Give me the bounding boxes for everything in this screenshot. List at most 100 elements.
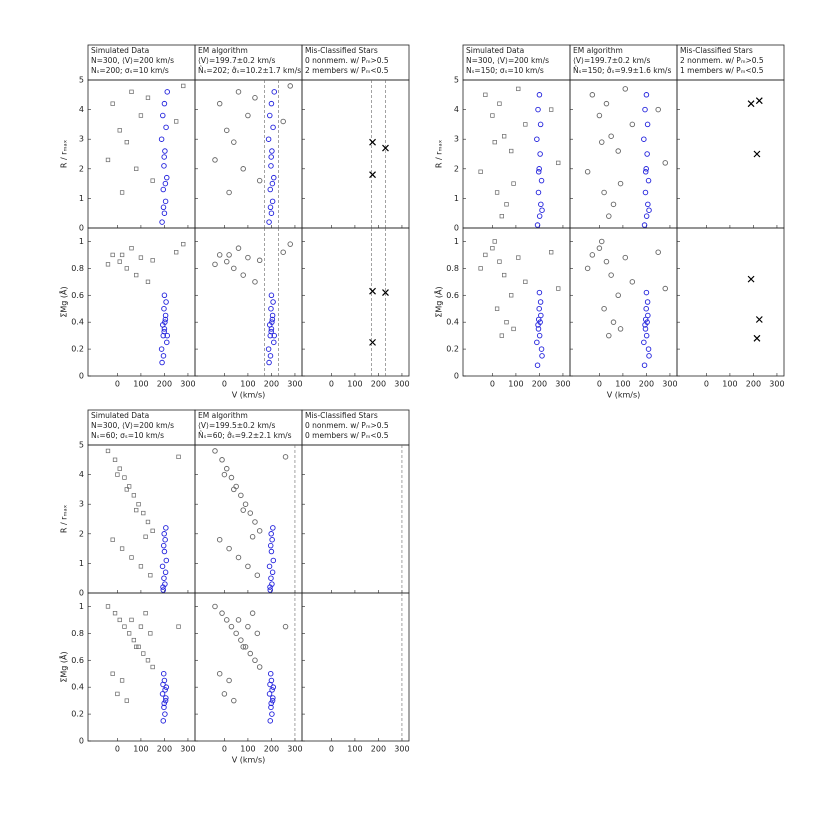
member-point bbox=[160, 322, 166, 328]
x-tick-label: 0 bbox=[115, 745, 120, 754]
nonmember-point bbox=[226, 189, 232, 196]
member-point bbox=[163, 684, 170, 690]
nonmember-point bbox=[242, 501, 249, 507]
nonmember-point bbox=[223, 127, 230, 134]
header-text: N=300, ⟨V⟩=200 km/s bbox=[91, 56, 174, 65]
member-point bbox=[159, 691, 166, 697]
member-point bbox=[160, 204, 167, 211]
nonmember-point bbox=[138, 255, 144, 260]
nonmember-point bbox=[254, 630, 261, 637]
y-axis-label: R / rₘₐₓ bbox=[435, 139, 444, 168]
member-point bbox=[266, 691, 273, 697]
nonmember-point bbox=[219, 457, 225, 463]
member-point bbox=[642, 189, 649, 196]
member-point bbox=[646, 207, 652, 213]
x-tick-label: 100 bbox=[240, 745, 255, 754]
header-text: Nₛ=200; σₛ=10 km/s bbox=[91, 66, 169, 75]
y-tick-label: 2 bbox=[79, 529, 84, 538]
member-point bbox=[536, 213, 543, 219]
nonmember-point bbox=[589, 252, 596, 258]
member-point bbox=[268, 328, 274, 335]
member-point bbox=[269, 180, 276, 187]
y-axis-label: R / rₘₐₓ bbox=[60, 504, 69, 533]
nonmember-point bbox=[148, 573, 153, 578]
nonmember-point bbox=[134, 507, 139, 513]
member-point bbox=[162, 198, 169, 205]
member-point bbox=[161, 700, 167, 707]
panel-frame bbox=[87, 79, 196, 229]
panel-frame bbox=[194, 227, 303, 377]
y-axis-label: ΣMg (Å) bbox=[433, 286, 444, 317]
nonmember-point bbox=[601, 189, 607, 196]
nonmember-point bbox=[502, 134, 507, 139]
member-point bbox=[270, 557, 277, 564]
nonmember-point bbox=[655, 106, 661, 113]
member-point bbox=[160, 670, 167, 677]
member-point bbox=[161, 163, 167, 169]
member-point bbox=[534, 339, 540, 346]
nonmember-point bbox=[662, 160, 668, 166]
header-text: Mis-Classified Stars bbox=[680, 46, 753, 55]
nonmember-point bbox=[490, 246, 495, 251]
nonmember-point bbox=[131, 493, 137, 498]
nonmember-point bbox=[490, 113, 495, 118]
panel-frame bbox=[301, 79, 410, 229]
nonmember-point bbox=[584, 169, 591, 175]
nonmember-point bbox=[252, 657, 258, 664]
nonmember-point bbox=[110, 101, 115, 106]
member-point bbox=[160, 112, 166, 119]
y-tick-label: 0 bbox=[454, 372, 459, 381]
member-point bbox=[160, 584, 166, 590]
y-tick-label: 5 bbox=[79, 76, 84, 85]
member-point bbox=[269, 198, 276, 205]
nonmember-point bbox=[117, 128, 122, 133]
member-point bbox=[267, 322, 273, 328]
member-point bbox=[268, 700, 274, 707]
member-point bbox=[270, 695, 276, 701]
nonmember-point bbox=[240, 507, 246, 513]
panel-frame bbox=[569, 227, 678, 377]
member-point bbox=[268, 548, 275, 555]
nonmember-point bbox=[256, 177, 263, 184]
x-tick-label: 200 bbox=[639, 380, 654, 389]
nonmember-point bbox=[145, 658, 151, 663]
header-text: N̂ₛ=202; σ̂ₛ=10.2±1.7 km/s bbox=[198, 66, 301, 75]
member-point bbox=[164, 339, 170, 346]
member-point bbox=[645, 346, 652, 352]
member-point bbox=[162, 697, 169, 704]
x-tick-label: 100 bbox=[347, 745, 362, 754]
nonmember-point bbox=[131, 637, 137, 643]
member-point bbox=[535, 316, 542, 323]
member-point bbox=[644, 151, 650, 157]
nonmember-point bbox=[219, 610, 225, 616]
member-point bbox=[269, 312, 276, 319]
nonmember-point bbox=[119, 252, 125, 258]
nonmember-point bbox=[516, 255, 521, 260]
nonmember-point bbox=[226, 677, 232, 684]
nonmember-point bbox=[235, 89, 242, 95]
x-tick-label: 300 bbox=[287, 380, 302, 389]
nonmember-point bbox=[608, 133, 614, 139]
nonmember-point bbox=[254, 572, 261, 578]
nonmember-point bbox=[223, 258, 230, 265]
member-point bbox=[267, 112, 273, 119]
nonmember-point bbox=[287, 241, 293, 247]
member-point bbox=[164, 174, 170, 181]
member-point bbox=[539, 207, 545, 213]
nonmember-point bbox=[115, 691, 120, 697]
y-tick-label: 0.4 bbox=[446, 318, 459, 327]
x-tick-label: 300 bbox=[555, 380, 570, 389]
member-point bbox=[160, 186, 167, 193]
nonmember-point bbox=[282, 454, 289, 460]
member-point bbox=[161, 292, 168, 299]
nonmember-point bbox=[256, 528, 263, 534]
member-point bbox=[271, 174, 277, 181]
nonmember-point bbox=[143, 534, 148, 539]
nonmember-point bbox=[127, 484, 132, 489]
nonmember-point bbox=[497, 259, 502, 264]
header-text: 0 members w/ Pₘ<0.5 bbox=[305, 431, 389, 440]
member-point bbox=[269, 536, 275, 543]
member-point bbox=[645, 177, 652, 184]
nonmember-point bbox=[221, 691, 228, 697]
member-point bbox=[161, 100, 168, 107]
